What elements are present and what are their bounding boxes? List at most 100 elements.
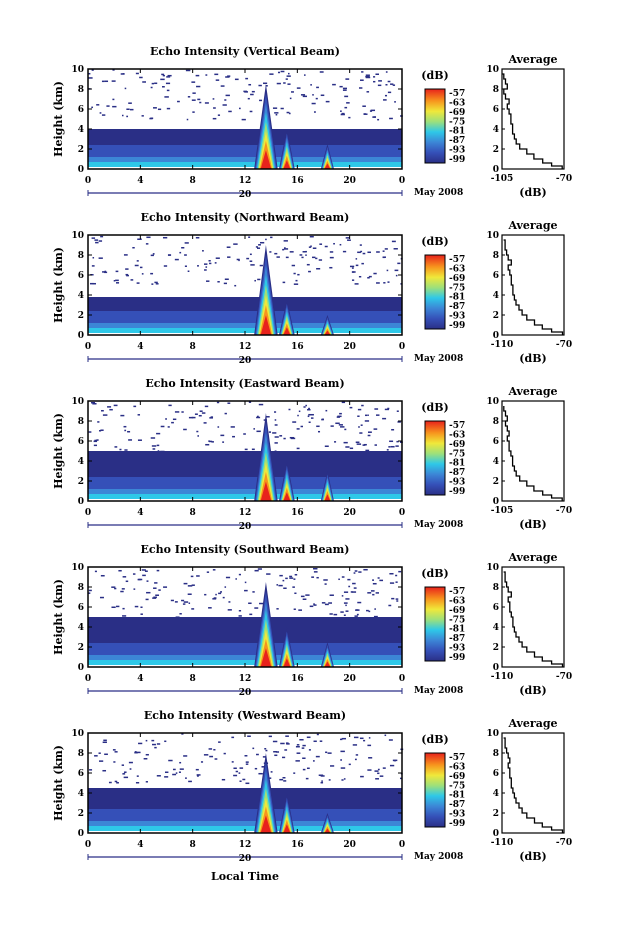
echo-speck <box>154 582 158 584</box>
echo-speck <box>244 589 248 592</box>
echo-speck <box>215 79 220 81</box>
echo-speck <box>355 609 360 611</box>
echo-speck <box>233 774 238 777</box>
echo-speck <box>91 237 96 239</box>
echo-speck <box>270 771 273 773</box>
echo-speck <box>387 80 391 83</box>
echo-speck <box>368 737 371 739</box>
echo-speck <box>308 421 311 423</box>
echo-speck <box>275 751 280 753</box>
echo-speck <box>134 751 138 754</box>
y-tick-label: 10 <box>71 65 84 75</box>
echo-speck <box>246 257 250 260</box>
echo-speck <box>363 568 368 571</box>
echo-speck <box>352 744 358 746</box>
echo-speck <box>88 72 91 75</box>
echo-speck <box>282 248 285 251</box>
y-tick-label: 4 <box>78 291 84 301</box>
echo-speck <box>250 93 254 96</box>
y-tick-label: 0 <box>78 663 84 673</box>
echo-speck <box>185 777 187 779</box>
echo-speck <box>134 605 139 608</box>
echo-speck <box>296 744 300 746</box>
profile-frame <box>501 400 565 502</box>
x-tick-label: 0 <box>85 508 91 518</box>
echo-speck <box>227 402 231 404</box>
echo-speck <box>340 759 343 761</box>
echo-speck <box>114 780 118 783</box>
echo-speck <box>325 751 328 754</box>
colorbar-tick-label: -81 <box>449 293 465 303</box>
echo-speck <box>259 264 263 267</box>
echo-speck <box>320 94 325 97</box>
echo-speck <box>296 428 300 430</box>
echo-speck <box>300 94 306 96</box>
echo-speck <box>351 591 357 593</box>
convective-cell-3 <box>320 471 334 501</box>
echo-speck <box>282 756 286 759</box>
echo-speck <box>254 607 259 609</box>
echo-speck <box>135 72 139 75</box>
echo-speck <box>88 431 92 433</box>
echo-speck <box>234 78 239 81</box>
echo-speck <box>366 609 369 612</box>
profile-title: Average <box>507 551 557 564</box>
profile-x-label: (dB) <box>519 352 546 365</box>
near-surface-layer <box>88 655 402 664</box>
echo-speck <box>396 600 399 602</box>
echo-speck <box>333 242 335 245</box>
echo-speck <box>395 445 399 447</box>
profile-frame <box>501 566 565 668</box>
y-tick-label: 0 <box>78 497 84 507</box>
echo-speck <box>278 584 283 587</box>
y-tick-label: 2 <box>78 809 84 819</box>
panel-2: Echo Intensity (Eastward Beam) 0 2 4 6 8 10 0 4 8… <box>52 377 572 532</box>
echo-speck <box>357 251 361 254</box>
echo-speck <box>279 778 284 781</box>
echo-speck <box>257 568 262 570</box>
echo-speck <box>153 107 157 109</box>
profile-x-label: (dB) <box>519 518 546 531</box>
colorbar-tick-label: -99 <box>449 155 465 165</box>
echo-speck <box>112 749 116 751</box>
echo-speck <box>345 446 350 448</box>
echo-speck <box>377 84 382 87</box>
panel-title: Echo Intensity (Northward Beam) <box>141 211 350 224</box>
echo-speck <box>191 584 195 586</box>
echo-speck <box>208 748 213 750</box>
x-tick-label: 16 <box>291 674 304 684</box>
echo-speck <box>125 268 129 270</box>
echo-speck <box>276 256 280 258</box>
y-axis-label: Height (km) <box>52 247 65 323</box>
echo-speck <box>287 72 290 75</box>
echo-speck <box>295 279 298 282</box>
profile-y-tick-label: 10 <box>486 563 499 573</box>
echo-speck <box>356 443 362 445</box>
echo-speck <box>100 429 104 431</box>
profile-y-tick-label: 4 <box>493 291 499 301</box>
echo-speck <box>384 94 388 97</box>
echo-speck <box>151 82 155 85</box>
echo-speck <box>163 586 168 588</box>
echo-speck <box>315 97 318 100</box>
echo-speck <box>175 772 178 774</box>
echo-speck <box>344 106 348 109</box>
echo-speck <box>313 111 316 113</box>
echo-speck <box>221 778 226 781</box>
echo-speck <box>214 758 218 760</box>
x-tick-label: 4 <box>137 840 143 850</box>
echo-speck <box>188 416 194 419</box>
echo-speck <box>293 578 296 580</box>
echo-speck <box>213 107 216 109</box>
echo-speck <box>343 441 348 444</box>
colorbar <box>424 752 446 828</box>
echo-speck <box>263 82 268 85</box>
date-label: May 2008 <box>414 852 463 862</box>
echo-speck <box>154 746 157 749</box>
echo-speck <box>319 71 324 73</box>
echo-speck <box>197 265 199 267</box>
echo-speck <box>293 283 299 285</box>
echo-speck <box>285 577 288 580</box>
echo-speck <box>308 413 311 416</box>
echo-speck <box>363 739 366 742</box>
